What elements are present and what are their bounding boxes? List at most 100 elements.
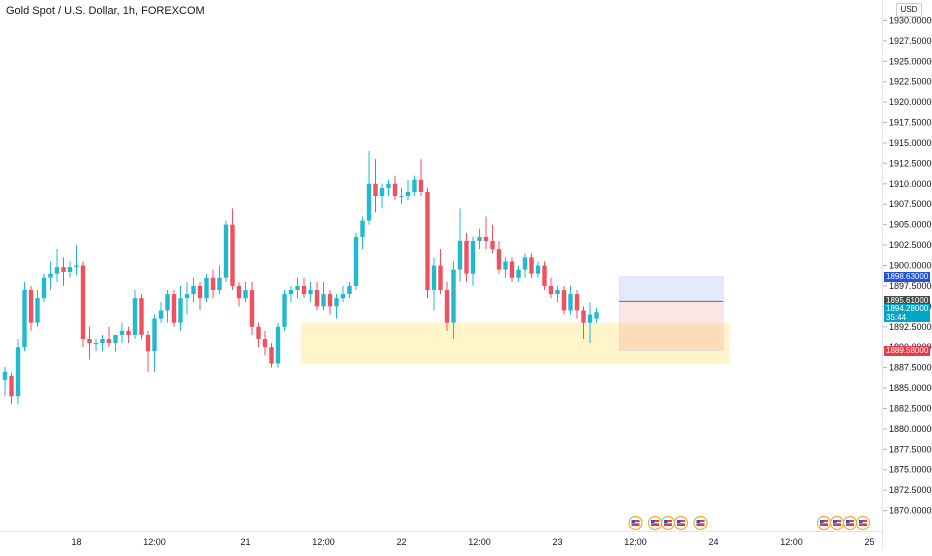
candle-body [516,269,521,278]
candle-body [295,285,300,291]
flag-icon [628,515,643,531]
candle-body [93,343,99,345]
candle-body [100,339,105,344]
candle [171,290,177,327]
candle [210,269,216,299]
price-tick-label: 1870.00000 [889,506,932,516]
time-tick-label: 21 [240,537,250,547]
time-tick-label: 18 [71,537,81,547]
candle-body [399,196,404,198]
price-tick-label: 1905.00000 [889,220,932,230]
candle-body [334,298,339,307]
candle [184,281,190,315]
candle [451,261,456,340]
candle [301,277,307,299]
candle [87,326,92,360]
price-tick-label: 1877.50000 [889,444,932,454]
price-tick-label: 1900.00000 [889,261,932,271]
candle-body [113,334,118,344]
candle-body [321,294,326,307]
candle-body [548,285,554,295]
candle-body [477,236,482,241]
position-tool-border [618,276,724,351]
candle [93,339,99,352]
candle [67,261,73,278]
candle [542,261,547,291]
candle [152,314,157,372]
candle-body [444,290,450,323]
candle [243,281,248,303]
candle [568,285,573,315]
candle [464,232,469,282]
candle [230,208,235,291]
candle [594,307,599,323]
currency-badge[interactable]: USD [896,3,922,17]
candle [477,228,482,250]
stop-zone [619,323,724,351]
price-tick-label: 1917.50000 [889,118,932,128]
time-axis[interactable]: 18 12:00 21 12:00 22 12:00 23 12:00 24 12:00 25 [0,531,882,551]
candle-body [308,290,313,295]
candle [113,334,118,352]
candle-body [41,277,47,299]
time-tick-label: 12:00 [143,537,166,547]
flag-icon [693,515,708,531]
candle [204,273,209,303]
current-price-label: 1894.28000 [886,304,929,314]
flag-icon [816,515,832,531]
candle-body [535,265,541,274]
candle-body [249,290,255,327]
candle [438,249,443,295]
candle-body [360,220,365,237]
candle [457,208,463,282]
candle [269,343,274,368]
time-tick-label: 22 [396,537,406,547]
price-tick-label: 1880.00000 [889,424,932,434]
candle [399,187,404,205]
candle-body [574,294,580,311]
candle-body [204,277,209,299]
chart-area[interactable]: Gold Spot / U.S. Dollar, 1h, FOREXCOM [0,0,882,531]
candle-body [126,330,131,335]
candle-body [275,326,281,364]
candle-body [35,298,40,323]
candle-body [431,265,437,291]
candle [327,290,333,315]
candle-body [262,339,268,348]
candle-body [412,179,417,192]
price-tick-label: 1910.00000 [889,179,932,189]
price-tick-label: 1925.00000 [889,56,932,66]
candle-body [555,290,560,295]
candle-body [67,267,73,273]
candle [405,179,411,201]
candle-body [542,265,547,286]
candle-body [425,191,430,291]
price-tick-label: 1887.50000 [889,363,932,373]
candle [295,277,300,299]
candle-body [158,310,164,319]
candle-body [327,294,333,307]
price-tag-target: 1898.63000 [884,271,930,282]
price-tick-label: 1897.50000 [889,281,932,291]
candle [158,302,164,323]
candle-body [132,298,138,335]
candle [412,175,417,197]
candle [360,216,365,250]
candle-body [269,347,274,364]
candle-body [405,191,411,197]
candle [48,261,53,291]
candle [28,285,34,331]
price-tag-stop: 1889.58000 [884,345,930,356]
candle-body [197,285,203,299]
candle-body [217,277,222,291]
time-axis-labels: 18 12:00 21 12:00 22 12:00 23 12:00 24 12:00 25 [71,537,874,547]
entry-zone [619,301,724,324]
candle-body [561,290,567,311]
candle-body [74,265,79,268]
candle-body [236,285,242,299]
candle-body [165,294,170,311]
chart-plot[interactable] [0,0,882,531]
candle-body [288,290,294,295]
candle [126,326,131,344]
candle [425,187,430,299]
